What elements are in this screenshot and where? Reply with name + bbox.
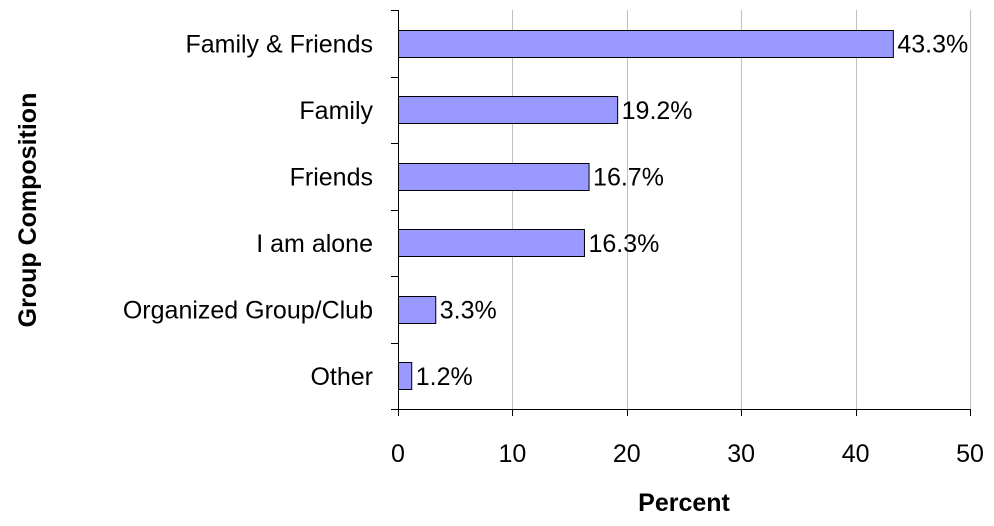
data-label: 3.3% xyxy=(440,296,497,324)
data-label: 16.7% xyxy=(593,163,664,191)
data-label: 43.3% xyxy=(897,30,968,58)
y-axis-title: Group Composition xyxy=(14,93,42,328)
bar-1 xyxy=(398,96,619,124)
labels: 0 10 20 30 40 50 Family & Friends 43.3% Family 19… xyxy=(123,30,984,468)
category-label: Friends xyxy=(290,163,373,191)
data-label: 16.3% xyxy=(588,230,659,258)
category-label: Family xyxy=(299,97,373,125)
bars xyxy=(398,30,894,390)
x-tick-label: 20 xyxy=(613,440,641,468)
category-label: Organized Group/Club xyxy=(123,296,373,324)
gridlines xyxy=(512,10,971,409)
bar-4 xyxy=(398,296,437,324)
x-tick-label: 40 xyxy=(842,440,870,468)
axes xyxy=(391,10,971,416)
category-label: Family & Friends xyxy=(185,30,373,58)
category-label: I am alone xyxy=(256,230,373,258)
bar-3 xyxy=(398,229,585,257)
data-label: 19.2% xyxy=(622,97,693,125)
bar-5 xyxy=(398,362,413,390)
x-tick-label: 50 xyxy=(956,440,984,468)
x-axis-title: Percent xyxy=(638,489,730,517)
bar-0 xyxy=(398,30,894,58)
x-tick-label: 30 xyxy=(727,440,755,468)
data-label: 1.2% xyxy=(416,363,473,391)
x-tick-label: 10 xyxy=(498,440,526,468)
category-label: Other xyxy=(310,363,373,391)
bar-2 xyxy=(398,163,590,191)
x-tick-label: 0 xyxy=(391,440,405,468)
